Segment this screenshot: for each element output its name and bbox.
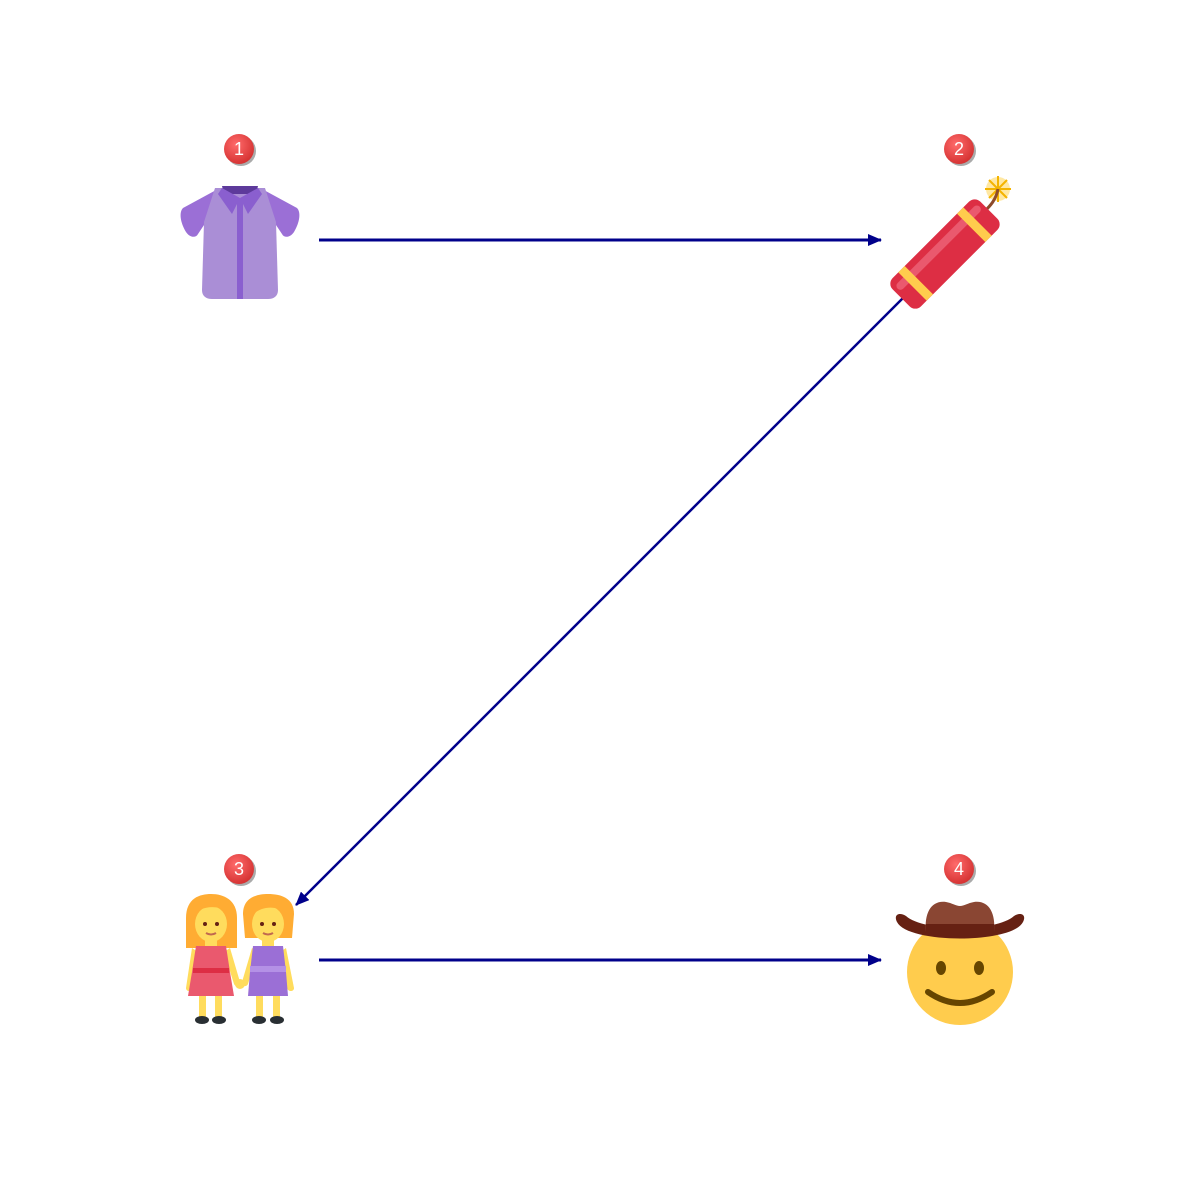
blouse-icon [180, 186, 300, 299]
badge-4: 4 [944, 854, 976, 886]
badge-1: 1 [224, 134, 256, 166]
edge-2-to-3 [295, 295, 906, 906]
cowboy-hat-face-icon [895, 901, 1025, 1025]
node-3: 3 [186, 854, 294, 1024]
badge-1-label: 1 [234, 139, 244, 159]
badge-3: 3 [224, 854, 256, 886]
firecracker-icon [890, 176, 1011, 309]
badge-3-label: 3 [234, 859, 244, 879]
node-1: 1 [180, 134, 300, 299]
badge-4-label: 4 [954, 859, 964, 879]
node-4: 4 [895, 854, 1025, 1025]
badge-2-label: 2 [954, 139, 964, 159]
two-women-holding-hands-icon [186, 894, 294, 1024]
node-2: 2 [890, 134, 1011, 309]
badge-2: 2 [944, 134, 976, 166]
